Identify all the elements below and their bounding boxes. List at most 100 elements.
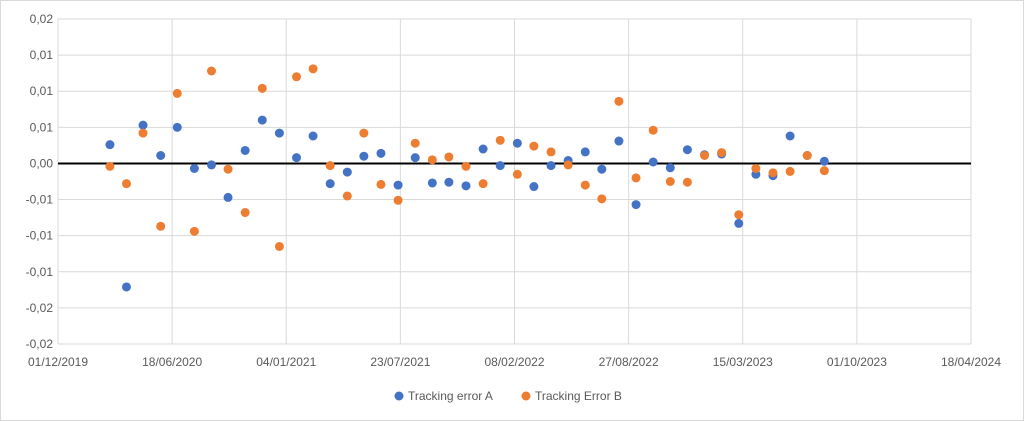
x-tick-label: 01/10/2023: [827, 355, 887, 369]
data-point: [257, 115, 267, 125]
axis-labels: 0,02 0,01 0,01 0,01 0,00 -0,01 -0,01 -0,01 -0,02…: [26, 12, 1002, 369]
data-point: [359, 128, 369, 138]
data-point: [819, 156, 829, 166]
data-point: [546, 161, 556, 171]
data-point: [700, 151, 710, 160]
data-point: [240, 145, 250, 155]
data-point: [734, 210, 744, 220]
data-point: [597, 194, 607, 204]
data-point: [292, 72, 302, 82]
data-point: [734, 218, 744, 228]
data-point: [156, 221, 166, 231]
y-tick-label: 0,01: [30, 84, 54, 98]
data-point: [478, 179, 488, 189]
data-point: [614, 136, 624, 146]
data-point: [819, 166, 829, 176]
data-point: [206, 160, 216, 170]
data-point: [546, 147, 556, 157]
data-point: [478, 144, 488, 154]
data-point: [121, 282, 131, 292]
data-point: [665, 177, 675, 186]
data-point: [631, 173, 641, 183]
data-point: [105, 161, 115, 171]
data-point: [172, 122, 182, 132]
x-tick-label: 27/08/2022: [599, 355, 659, 369]
legend-marker: [521, 391, 531, 401]
data-point: [292, 153, 302, 163]
y-tick-label: 0,01: [30, 48, 54, 62]
x-tick-label: 01/12/2019: [28, 355, 88, 369]
data-point: [206, 66, 216, 76]
data-point: [274, 128, 284, 138]
data-point: [156, 151, 166, 160]
x-tick-label: 18/04/2024: [941, 355, 1001, 369]
data-point: [682, 177, 692, 187]
data-point: [325, 179, 335, 189]
data-point: [529, 182, 539, 192]
data-point: [597, 164, 607, 174]
y-tick-label: 0,00: [30, 156, 54, 170]
data-point: [359, 151, 369, 161]
x-tick-label: 08/02/2022: [484, 355, 544, 369]
data-point: [308, 64, 318, 74]
data-point: [189, 226, 199, 236]
grid: [57, 18, 972, 345]
x-tick-label: 04/01/2021: [256, 355, 316, 369]
data-point: [427, 155, 437, 165]
data-point: [751, 164, 761, 173]
data-point: [512, 138, 522, 148]
data-point: [785, 131, 795, 141]
data-point: [529, 141, 539, 151]
y-tick-label: -0,01: [26, 229, 54, 243]
y-tick-label: -0,01: [26, 265, 54, 279]
data-point: [240, 208, 250, 218]
data-point: [342, 167, 352, 177]
data-point: [427, 178, 437, 188]
data-point: [393, 195, 403, 205]
data-point: [223, 192, 233, 202]
data-points: [105, 64, 829, 292]
data-point: [512, 169, 522, 179]
data-point: [172, 88, 182, 98]
data-point: [376, 179, 386, 189]
x-tick-label: 23/07/2021: [370, 355, 430, 369]
y-tick-label: 0,02: [30, 12, 54, 26]
data-point: [138, 128, 148, 138]
data-point: [461, 181, 471, 191]
data-point: [495, 135, 505, 145]
y-tick-label: -0,01: [26, 193, 54, 207]
legend: Tracking error A Tracking Error B: [394, 389, 622, 403]
data-point: [717, 148, 727, 158]
data-point: [105, 140, 115, 150]
legend-label: Tracking Error B: [535, 389, 622, 403]
series-a: [105, 115, 829, 292]
data-point: [444, 152, 454, 162]
legend-marker: [394, 391, 404, 401]
data-point: [631, 200, 641, 210]
data-point: [274, 242, 284, 251]
data-point: [785, 166, 795, 176]
data-point: [580, 147, 590, 157]
data-point: [138, 120, 148, 130]
data-point: [393, 180, 403, 190]
y-tick-label: -0,02: [26, 337, 54, 351]
data-point: [444, 177, 454, 187]
data-point: [461, 161, 471, 171]
data-point: [682, 145, 692, 155]
data-point: [648, 157, 658, 167]
data-point: [563, 160, 573, 170]
data-point: [495, 161, 505, 171]
data-point: [410, 138, 420, 148]
x-tick-label: 18/06/2020: [142, 355, 202, 369]
data-point: [768, 168, 778, 178]
data-point: [802, 151, 812, 160]
data-point: [325, 161, 335, 171]
data-point: [342, 191, 352, 201]
data-point: [665, 163, 675, 173]
data-point: [308, 131, 318, 141]
data-point: [648, 125, 658, 135]
data-point: [223, 164, 233, 174]
data-point: [189, 164, 199, 173]
